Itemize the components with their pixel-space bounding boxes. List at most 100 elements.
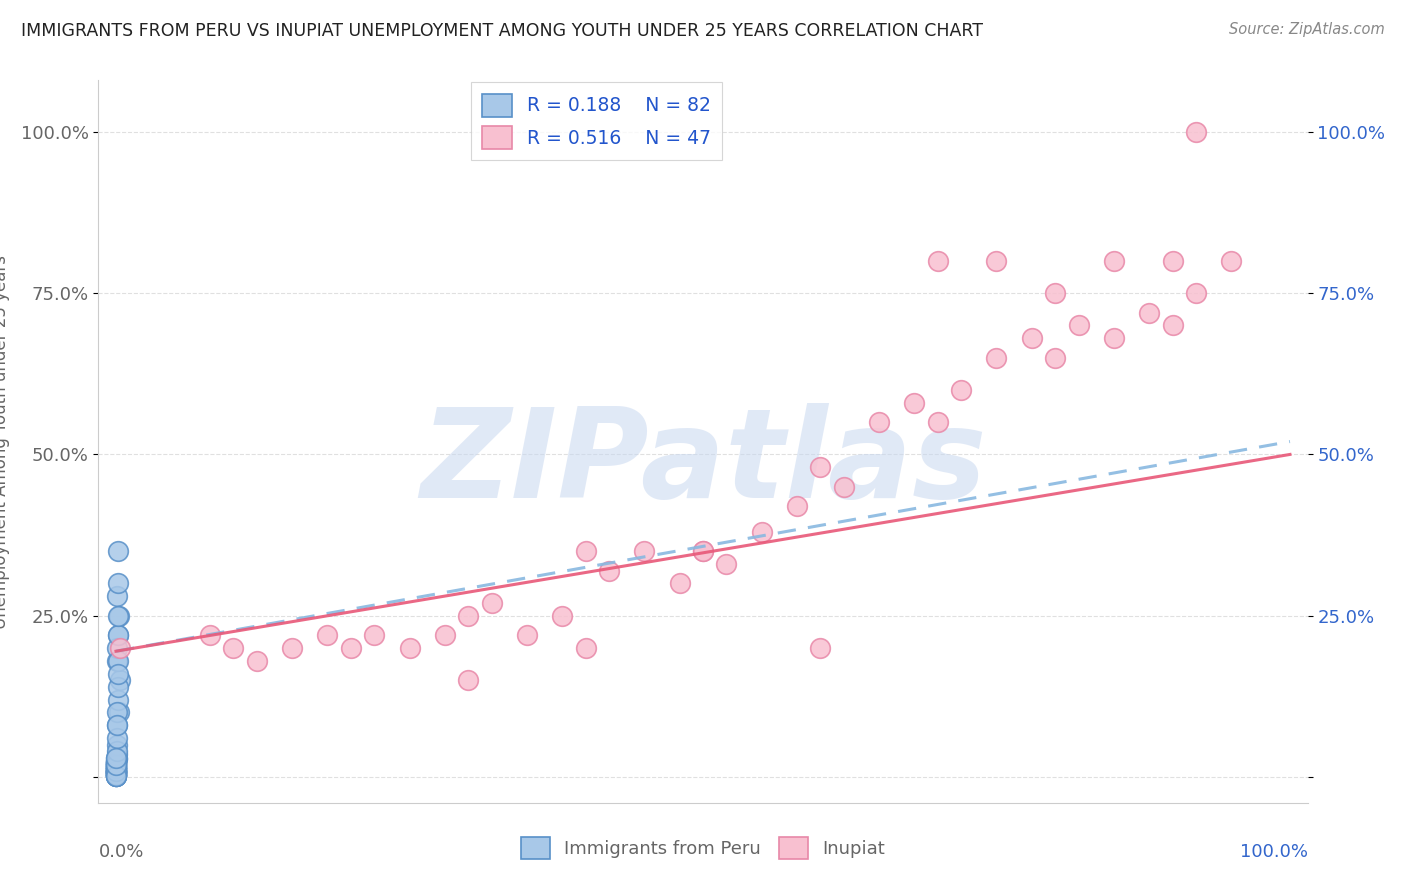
Point xyxy=(316,628,339,642)
Point xyxy=(107,608,129,623)
Point xyxy=(105,640,128,655)
Point xyxy=(108,673,131,688)
Point xyxy=(105,768,128,782)
Point xyxy=(105,758,128,772)
Point xyxy=(105,766,128,780)
Point xyxy=(105,755,128,769)
Point xyxy=(198,628,221,642)
Point xyxy=(246,654,269,668)
Point xyxy=(1161,254,1184,268)
Point xyxy=(105,766,128,780)
Point xyxy=(105,759,128,773)
Point xyxy=(107,608,129,623)
Point xyxy=(716,557,738,571)
Point xyxy=(105,766,128,780)
Point xyxy=(105,731,128,746)
Point xyxy=(108,640,131,655)
Point xyxy=(105,769,128,783)
Point xyxy=(832,480,855,494)
Point xyxy=(575,640,598,655)
Point xyxy=(105,763,128,777)
Point xyxy=(363,628,385,642)
Point xyxy=(107,666,129,681)
Point xyxy=(105,766,128,780)
Point xyxy=(105,754,128,768)
Text: 100.0%: 100.0% xyxy=(1240,843,1308,861)
Point xyxy=(516,628,538,642)
Point xyxy=(105,764,128,779)
Text: 0.0%: 0.0% xyxy=(98,843,143,861)
Point xyxy=(105,757,128,772)
Point xyxy=(105,762,128,776)
Legend: Immigrants from Peru, Inupiat: Immigrants from Peru, Inupiat xyxy=(513,830,893,866)
Point xyxy=(222,640,245,655)
Point xyxy=(633,544,655,558)
Point xyxy=(1137,305,1160,319)
Point xyxy=(1067,318,1090,333)
Point xyxy=(105,769,128,783)
Point xyxy=(986,351,1008,365)
Point xyxy=(105,761,128,775)
Point xyxy=(105,764,128,779)
Point xyxy=(1161,318,1184,333)
Point xyxy=(598,564,620,578)
Point xyxy=(105,762,128,776)
Point xyxy=(105,750,128,764)
Point xyxy=(551,608,574,623)
Point xyxy=(105,718,128,732)
Point xyxy=(433,628,456,642)
Point xyxy=(1102,254,1125,268)
Point xyxy=(105,768,128,782)
Point xyxy=(105,762,128,776)
Point xyxy=(105,654,128,668)
Point xyxy=(105,752,128,766)
Point xyxy=(751,524,773,539)
Point xyxy=(105,764,128,779)
Point xyxy=(105,765,128,780)
Point xyxy=(108,706,131,720)
Point xyxy=(105,769,128,783)
Point xyxy=(105,765,128,780)
Point xyxy=(105,762,128,776)
Point xyxy=(457,673,479,688)
Point xyxy=(105,754,128,768)
Point xyxy=(105,764,128,778)
Point xyxy=(105,764,128,778)
Point xyxy=(1185,286,1208,301)
Point xyxy=(105,764,128,779)
Point xyxy=(457,608,479,623)
Point xyxy=(105,762,128,776)
Point xyxy=(105,769,128,783)
Point xyxy=(481,596,503,610)
Point xyxy=(105,706,128,720)
Point xyxy=(668,576,690,591)
Point xyxy=(105,764,128,779)
Point xyxy=(903,396,925,410)
Point xyxy=(986,254,1008,268)
Point xyxy=(105,756,128,771)
Point xyxy=(105,750,128,764)
Point xyxy=(105,718,128,732)
Point xyxy=(786,499,808,513)
Point xyxy=(105,760,128,774)
Point xyxy=(105,757,128,772)
Point xyxy=(1185,125,1208,139)
Point xyxy=(105,767,128,781)
Point xyxy=(1102,331,1125,345)
Point xyxy=(105,760,128,774)
Point xyxy=(105,757,128,772)
Point xyxy=(105,767,128,781)
Point xyxy=(692,544,714,558)
Point xyxy=(340,640,363,655)
Point xyxy=(107,680,129,694)
Point xyxy=(107,692,129,706)
Point xyxy=(927,415,949,429)
Text: ZIPatlas: ZIPatlas xyxy=(420,402,986,524)
Text: IMMIGRANTS FROM PERU VS INUPIAT UNEMPLOYMENT AMONG YOUTH UNDER 25 YEARS CORRELAT: IMMIGRANTS FROM PERU VS INUPIAT UNEMPLOY… xyxy=(21,22,983,40)
Point xyxy=(575,544,598,558)
Point xyxy=(1043,351,1066,365)
Point xyxy=(105,765,128,780)
Point xyxy=(105,747,128,762)
Point xyxy=(105,768,128,782)
Point xyxy=(105,769,128,783)
